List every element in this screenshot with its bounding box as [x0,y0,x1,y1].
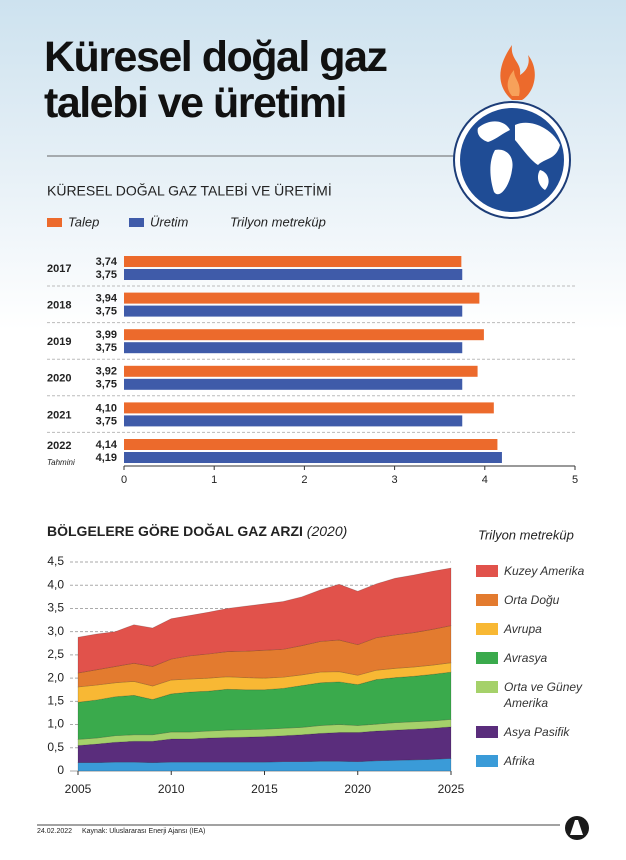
y-tick-label: 2021 [47,409,71,421]
value-label: 4,19 [96,452,117,464]
x-tick-label: 2020 [344,782,371,796]
legend-label: Avrupa [504,622,542,636]
x-tick-label: 4 [482,474,488,486]
legend-swatch [476,565,498,577]
value-label: 4,10 [96,402,117,414]
x-tick-label: 2010 [158,782,185,796]
legend-label: Üretim [150,214,188,229]
y-tick-label: 1,5 [47,694,64,708]
y-tick-label: 2017 [47,263,71,275]
y-tick-label: 2,5 [47,647,64,661]
legend-item: Avrasya [476,650,616,666]
y-tick-label: 2018 [47,300,71,312]
bar [124,415,463,427]
page-title: talebi ve üretimi [44,79,347,127]
chart-title: KÜRESEL DOĞAL GAZ TALEBİ VE ÜRETİMİ [47,182,332,199]
legend-swatch [129,218,144,227]
y-tick-label: 2022 [47,440,71,452]
category-note: Tahmini [47,458,75,467]
x-tick-label: 3 [392,474,398,486]
legend-item: Orta ve Güney Amerika [476,679,616,711]
bar [124,269,463,280]
bar [124,402,494,414]
legend-label: Asya Pasifik [504,725,570,739]
legend-swatch [476,623,498,635]
globe-icon [453,45,571,219]
x-tick-label: 5 [572,474,578,486]
legend: Kuzey Amerika Orta Doğu Avrupa Avrasya Orta … [476,563,616,782]
y-tick-label: 2,0 [47,670,64,684]
value-label: 3,75 [96,306,117,318]
legend-swatch [476,652,498,664]
x-tick-label: 0 [121,474,127,486]
footer-source: Kaynak: Uluslararası Enerji Ajansı (IEA) [82,828,205,835]
area [77,671,452,740]
value-label: 3,92 [96,366,117,378]
value-label: 3,94 [96,293,118,305]
legend-label: Orta ve Güney Amerika [504,680,583,710]
bar [124,256,462,267]
legend-swatch [476,726,498,738]
x-tick-label: 2 [301,474,307,486]
legend-swatch [476,755,498,767]
unit-label: Trilyon metreküp [230,214,326,229]
x-tick-label: 2025 [438,782,465,796]
bar [124,305,463,317]
bar [124,342,463,354]
legend-label: Avrasya [504,651,548,665]
legend-item: Orta Doğu [476,592,616,608]
y-tick-label: 4,0 [47,577,64,591]
bar [124,439,498,450]
legend-label: Orta Doğu [504,593,560,607]
y-tick-label: 1,0 [47,717,64,731]
value-label: 3,75 [96,269,117,281]
y-tick-label: 3,0 [47,624,64,638]
value-label: 3,75 [96,415,117,427]
x-tick-label: 2005 [65,782,92,796]
x-tick-label: 1 [211,474,217,486]
footer-date: 24.02.2022 [37,828,72,835]
value-label: 3,75 [96,379,117,391]
bar [124,452,502,463]
legend-item: Avrupa [476,621,616,637]
legend-item: Kuzey Amerika [476,563,616,579]
page-title: Küresel doğal gaz [44,33,388,81]
value-label: 3,75 [96,342,117,354]
bar [124,365,478,377]
value-label: 3,99 [96,329,117,341]
y-tick-label: 0 [57,763,64,777]
logo [565,816,589,840]
x-tick-label: 2015 [251,782,278,796]
area [77,567,452,674]
value-label: 4,14 [96,439,118,451]
y-tick-label: 2020 [47,373,71,385]
bar [124,292,480,304]
unit-label: Trilyon metreküp [478,527,574,542]
legend-label: Talep [68,214,99,229]
legend-item: Afrika [476,753,616,769]
bar [124,329,484,341]
legend-label: Afrika [504,754,535,768]
y-tick-label: 3,5 [47,601,64,615]
legend-item: Asya Pasifik [476,724,616,740]
legend-swatch [476,681,498,693]
value-label: 3,74 [96,256,118,268]
y-tick-label: 4,5 [47,554,64,568]
chart-title: BÖLGELERE GÖRE DOĞAL GAZ ARZI (2020) [47,522,347,539]
legend-swatch [47,218,62,227]
bar [124,378,463,390]
area [77,719,452,746]
legend-label: Kuzey Amerika [504,564,585,578]
legend-swatch [476,594,498,606]
y-tick-label: 0,5 [47,740,64,754]
y-tick-label: 2019 [47,336,71,348]
